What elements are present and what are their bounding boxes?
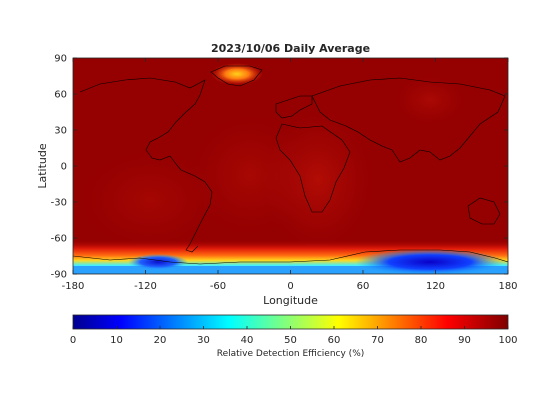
y-axis: 90 60 30 0 -30 -60 -90 (51, 54, 508, 281)
x-tick-label: 60 (357, 281, 370, 292)
y-tick-label: 30 (54, 126, 67, 137)
heatmap-region-antarctica-west (128, 254, 188, 270)
y-tick-label: -60 (51, 234, 67, 245)
heatmap-region-pacific (80, 150, 220, 250)
coastlines (73, 65, 508, 265)
colorbar-tick-label: 70 (371, 335, 384, 346)
colorbar-tick-label: 30 (197, 335, 210, 346)
x-tick-label: 120 (426, 281, 445, 292)
chart-title: 2023/10/06 Daily Average (211, 42, 370, 55)
colorbar-tick-label: 60 (328, 335, 341, 346)
x-tick-label: -180 (62, 281, 85, 292)
colorbar-tick-label: 50 (284, 335, 297, 346)
colorbar-title: Relative Detection Efficiency (%) (217, 349, 365, 359)
y-tick-label: -30 (51, 198, 67, 209)
y-tick-label: 60 (54, 90, 67, 101)
x-tick-label: -60 (210, 281, 226, 292)
colorbar-tick-label: 20 (154, 335, 167, 346)
heatmap-plot-area (73, 58, 508, 274)
colorbar-tick-label: 0 (70, 335, 76, 346)
colorbar-tick-label: 40 (241, 335, 254, 346)
heatmap-region-atlantic (190, 115, 310, 235)
heatmap-region-asia (395, 75, 465, 125)
x-axis-title: Longitude (263, 294, 318, 307)
x-tick-label: 0 (287, 281, 293, 292)
x-tick-label: -120 (134, 281, 157, 292)
y-tick-label: -90 (51, 270, 67, 281)
y-axis-title: Latitude (36, 143, 49, 189)
x-tick-label: 180 (498, 281, 517, 292)
colorbar-axis: 0 10 20 30 40 50 60 70 80 90 100 (70, 326, 518, 346)
colorbar-tick-label: 100 (498, 335, 517, 346)
heatmap-region-greenland (211, 63, 263, 85)
colorbar-tick-label: 80 (415, 335, 428, 346)
x-axis: -180 -120 -60 0 60 120 180 (62, 58, 518, 292)
y-tick-label: 90 (54, 54, 67, 65)
heatmap-region-antarctica-east (355, 249, 505, 274)
colorbar-tick-label: 10 (110, 335, 123, 346)
y-tick-label: 0 (61, 162, 67, 173)
colorbar-tick-label: 90 (458, 335, 471, 346)
